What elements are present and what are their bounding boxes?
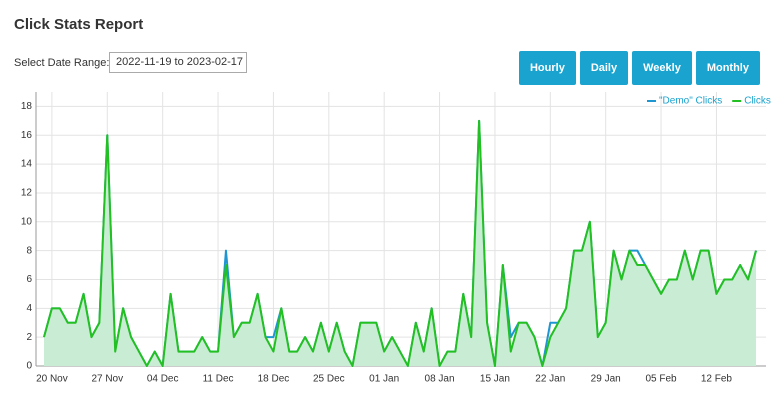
x-tick-label: 11 Dec (203, 374, 234, 385)
date-range-label: Select Date Range: (14, 57, 110, 69)
x-tick-label: 22 Jan (535, 374, 565, 385)
y-tick-label: 0 (26, 361, 32, 372)
x-tick-label: 05 Feb (645, 374, 677, 385)
x-tick-label: 18 Dec (258, 374, 290, 385)
weekly-button[interactable]: Weekly (632, 51, 692, 85)
y-tick-label: 10 (21, 216, 33, 227)
button-group: Hourly Daily Weekly Monthly (518, 51, 760, 85)
daily-button[interactable]: Daily (579, 51, 629, 85)
y-tick-label: 16 (21, 130, 33, 141)
y-tick-label: 12 (21, 188, 33, 199)
legend-label: Clicks (744, 96, 771, 107)
area (44, 120, 756, 366)
x-tick-label: 15 Jan (480, 374, 510, 385)
y-tick-label: 18 (21, 101, 33, 112)
x-tick-label: 20 Nov (36, 374, 68, 385)
y-tick-label: 8 (26, 245, 32, 256)
x-tick-label: 01 Jan (369, 374, 399, 385)
x-tick-label: 04 Dec (147, 374, 179, 385)
date-range-input[interactable]: 2022-11-19 to 2023-02-17 (109, 52, 247, 73)
monthly-button[interactable]: Monthly (695, 51, 760, 85)
y-tick-label: 6 (26, 274, 32, 285)
x-tick-label: 29 Jan (591, 374, 621, 385)
y-tick-label: 4 (26, 303, 32, 314)
y-tick-label: 14 (21, 159, 33, 170)
page-title: Click Stats Report (14, 16, 144, 33)
legend-label: "Demo" Clicks (659, 96, 722, 107)
x-tick-label: 27 Nov (91, 374, 123, 385)
hourly-button[interactable]: Hourly (518, 51, 576, 85)
x-tick-label: 08 Jan (425, 374, 455, 385)
x-tick-label: 12 Feb (701, 374, 733, 385)
y-tick-label: 2 (26, 332, 32, 343)
line (43, 119, 757, 367)
x-tick-label: 25 Dec (313, 374, 345, 385)
